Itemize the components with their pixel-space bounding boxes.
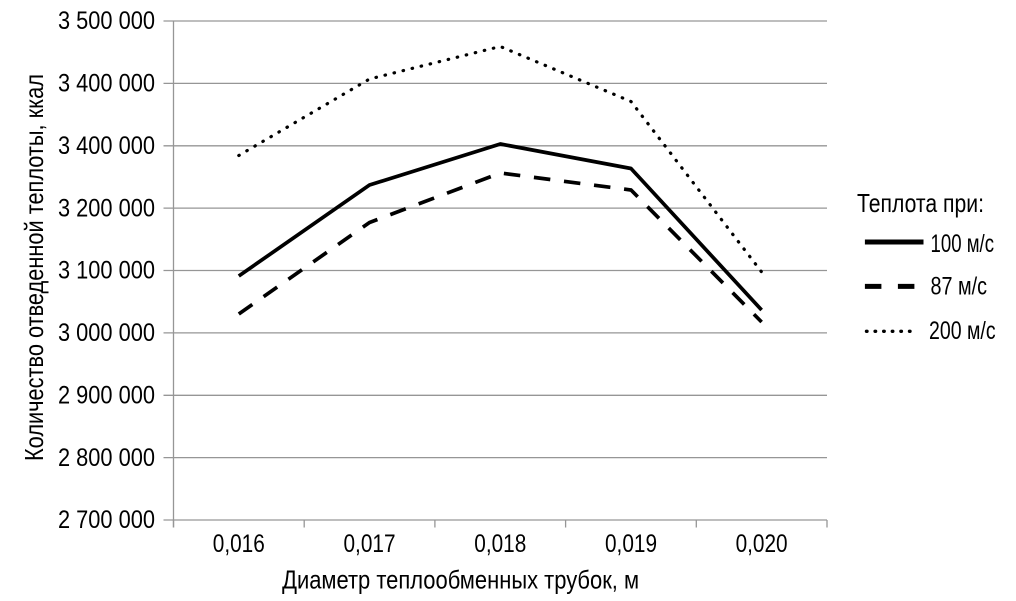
svg-text:200 м/с: 200 м/с [929,317,996,345]
svg-text:3 500 000: 3 500 000 [58,7,155,35]
svg-text:3 400 000: 3 400 000 [58,70,155,98]
svg-text:Теплота при:: Теплота при: [857,188,984,218]
svg-text:0,020: 0,020 [736,530,788,558]
svg-text:Количество отведенной теплоты,: Количество отведенной теплоты, ккал [19,74,49,461]
svg-text:2 700 000: 2 700 000 [58,506,155,534]
svg-text:100 м/с: 100 м/с [931,230,995,258]
svg-text:Диаметр теплообменных трубок,: Диаметр теплообменных трубок, м [282,565,639,595]
svg-text:3 100 000: 3 100 000 [58,257,155,285]
svg-text:3 000 000: 3 000 000 [58,319,155,347]
svg-text:3 200 000: 3 200 000 [58,194,155,222]
svg-text:0,018: 0,018 [474,530,526,558]
svg-text:2 800 000: 2 800 000 [58,444,155,472]
svg-text:0,019: 0,019 [605,530,657,558]
svg-text:3 400 000: 3 400 000 [58,132,155,160]
svg-text:0,016: 0,016 [213,530,265,558]
svg-text:87 м/с: 87 м/с [931,273,988,301]
svg-text:0,017: 0,017 [344,530,396,558]
svg-text:2 900 000: 2 900 000 [58,382,155,410]
